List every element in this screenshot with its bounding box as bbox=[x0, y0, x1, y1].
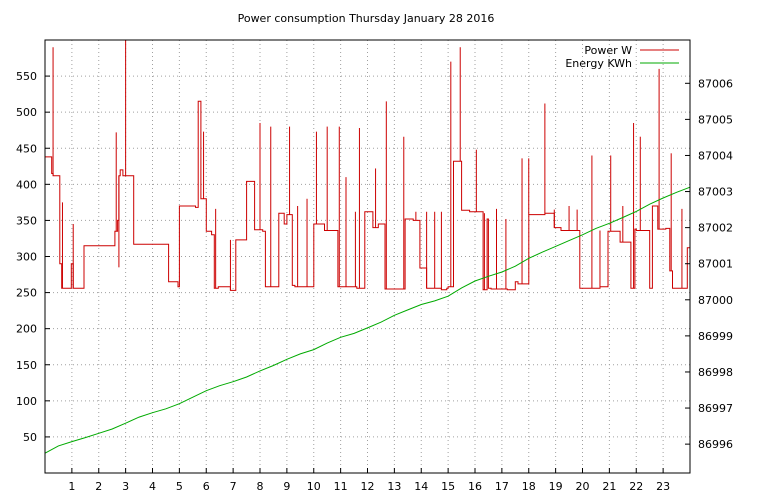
y-tick-label: 300 bbox=[16, 251, 37, 264]
x-tick-label: 3 bbox=[122, 480, 129, 493]
y-tick-label: 250 bbox=[16, 287, 37, 300]
x-tick-label: 21 bbox=[602, 480, 616, 493]
y2-tick-label: 87001 bbox=[698, 258, 733, 271]
y-tick-label: 400 bbox=[16, 178, 37, 191]
y2-tick-label: 86997 bbox=[698, 402, 733, 415]
y-tick-label: 550 bbox=[16, 70, 37, 83]
y2-tick-label: 87004 bbox=[698, 149, 733, 162]
y-tick-label: 350 bbox=[16, 214, 37, 227]
x-tick-label: 9 bbox=[283, 480, 290, 493]
y2-tick-label: 87002 bbox=[698, 222, 733, 235]
grid-lines bbox=[45, 40, 690, 473]
x-tick-label: 20 bbox=[576, 480, 590, 493]
legend-label-0: Power W bbox=[584, 44, 632, 57]
y2-tick-label: 87006 bbox=[698, 77, 733, 90]
y-tick-label: 200 bbox=[16, 323, 37, 336]
y-tick-label: 450 bbox=[16, 142, 37, 155]
y2-tick-label: 87000 bbox=[698, 294, 733, 307]
x-tick-label: 13 bbox=[387, 480, 401, 493]
legend-label-1: Energy KWh bbox=[565, 57, 632, 70]
series-line-0 bbox=[45, 100, 690, 291]
x-tick-label: 6 bbox=[203, 480, 210, 493]
x-tick-label: 12 bbox=[361, 480, 375, 493]
x-tick-label: 5 bbox=[176, 480, 183, 493]
y2-tick-label: 86998 bbox=[698, 366, 733, 379]
y-tick-label: 50 bbox=[23, 431, 37, 444]
y2-tick-label: 87003 bbox=[698, 186, 733, 199]
y-tick-label: 500 bbox=[16, 106, 37, 119]
x-tick-label: 1 bbox=[68, 480, 75, 493]
y-tick-label: 100 bbox=[16, 395, 37, 408]
x-tick-label: 7 bbox=[230, 480, 237, 493]
y-tick-label: 150 bbox=[16, 359, 37, 372]
x-tick-label: 2 bbox=[95, 480, 102, 493]
x-tick-label: 23 bbox=[656, 480, 670, 493]
series-line-1 bbox=[44, 186, 691, 454]
x-tick-label: 16 bbox=[468, 480, 482, 493]
x-tick-label: 10 bbox=[307, 480, 321, 493]
series-layer bbox=[44, 40, 691, 454]
x-tick-label: 14 bbox=[414, 480, 428, 493]
x-tick-label: 8 bbox=[257, 480, 264, 493]
y2-tick-label: 86996 bbox=[698, 438, 733, 451]
x-tick-label: 22 bbox=[629, 480, 643, 493]
x-tick-label: 11 bbox=[334, 480, 348, 493]
x-tick-label: 18 bbox=[522, 480, 536, 493]
x-tick-label: 17 bbox=[495, 480, 509, 493]
y2-tick-label: 87005 bbox=[698, 113, 733, 126]
x-tick-label: 4 bbox=[149, 480, 156, 493]
x-tick-label: 19 bbox=[549, 480, 563, 493]
y2-tick-label: 86999 bbox=[698, 330, 733, 343]
x-tick-label: 15 bbox=[441, 480, 455, 493]
chart-title: Power consumption Thursday January 28 20… bbox=[238, 12, 495, 25]
